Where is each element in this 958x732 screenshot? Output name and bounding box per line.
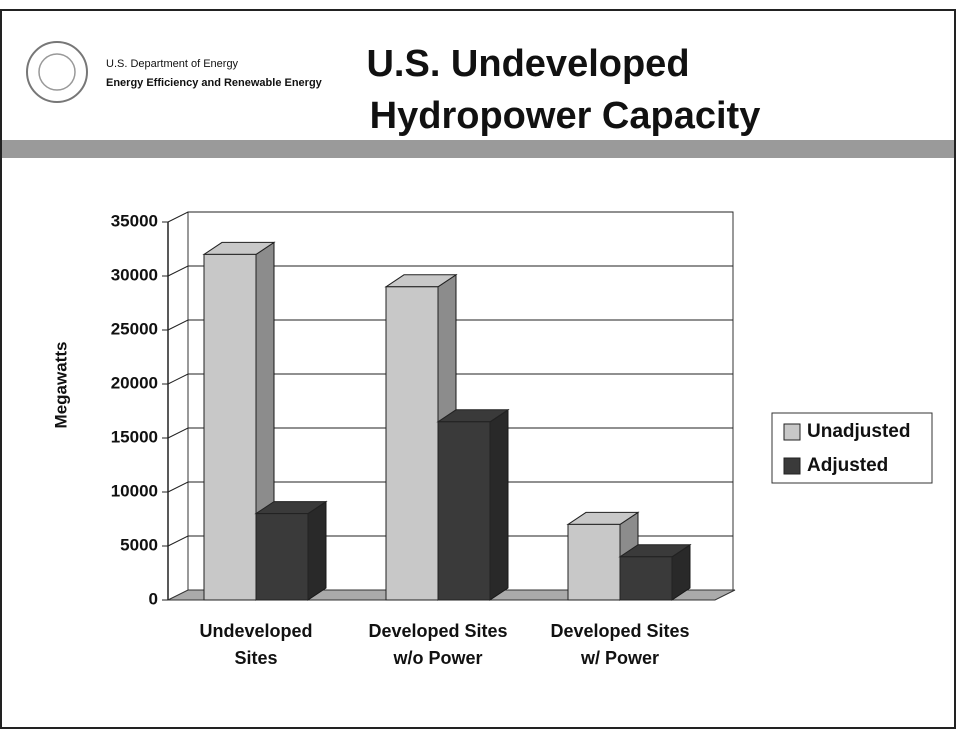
- bar-side: [489, 408, 509, 601]
- y-axis-label: Megawatts: [51, 342, 70, 429]
- bar: [619, 556, 673, 601]
- x-tick-label: Developed Sites: [368, 621, 507, 641]
- bar: [203, 253, 257, 601]
- y-tick-label: 0: [149, 589, 158, 608]
- grid-line: [167, 427, 733, 439]
- y-tick-label: 15000: [111, 427, 158, 446]
- grid-line: [167, 373, 733, 385]
- logo: [26, 41, 88, 103]
- bar: [385, 286, 439, 601]
- header-band: [2, 140, 954, 158]
- legend-swatch: [783, 423, 801, 441]
- x-tick-label: Developed Sites: [550, 621, 689, 641]
- grid-line: [167, 535, 733, 547]
- org: U.S. Department of Energy: [106, 58, 239, 70]
- division: Energy Efficiency and Renewable Energy: [106, 77, 323, 89]
- bar: [255, 513, 309, 601]
- grid-line: [167, 265, 733, 277]
- legend-swatch: [783, 457, 801, 475]
- y-tick-label: 35000: [111, 211, 158, 230]
- title-line: U.S. Undeveloped: [366, 43, 689, 85]
- y-tick-label: 25000: [111, 319, 158, 338]
- legend-label: Adjusted: [807, 455, 888, 476]
- x-tick-label: w/o Power: [392, 648, 482, 668]
- bar: [567, 523, 621, 601]
- x-tick-label: w/ Power: [580, 648, 659, 668]
- y-tick-label: 30000: [111, 265, 158, 284]
- legend-label: Unadjusted: [807, 421, 910, 442]
- y-tick-label: 5000: [120, 535, 158, 554]
- y-tick-label: 20000: [111, 373, 158, 392]
- bar-side: [307, 500, 327, 601]
- grid-line: [167, 481, 733, 493]
- x-tick-label: Sites: [234, 648, 277, 668]
- grid-line: [167, 319, 733, 331]
- grid-line: [167, 211, 733, 223]
- logo-inner: [38, 53, 76, 91]
- y-tick-label: 10000: [111, 481, 158, 500]
- x-tick-label: Undeveloped: [199, 621, 312, 641]
- title-line: Hydropower Capacity: [370, 95, 761, 137]
- bar: [437, 421, 491, 601]
